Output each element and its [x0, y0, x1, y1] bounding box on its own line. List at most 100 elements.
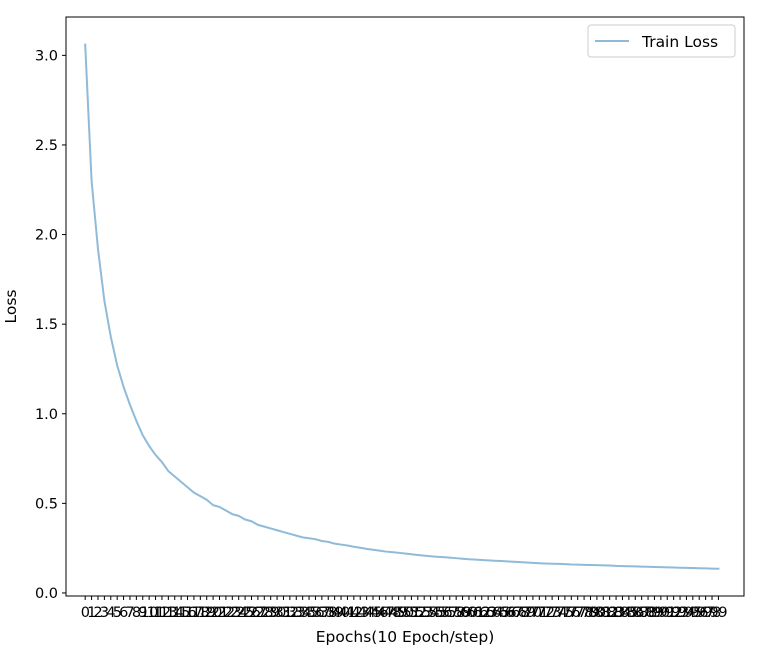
x-tick-label: 84: [614, 605, 632, 621]
x-tick-label: 46: [371, 605, 389, 621]
axes-frame: [65, 16, 745, 597]
x-tick-label: 58: [447, 605, 465, 621]
series-line-train-loss: [84, 43, 720, 570]
x-tick-label: 38: [319, 605, 337, 621]
x-tick-label: 36: [307, 605, 325, 621]
x-tick-label: 11: [147, 605, 165, 621]
x-tick-label: 60: [460, 605, 478, 621]
x-tick-label: 14: [166, 605, 184, 621]
x-tick-label: 37: [313, 605, 331, 621]
x-tick-label: 90: [652, 605, 670, 621]
x-tick-label: 6: [119, 605, 128, 621]
x-tick-label: 22: [217, 605, 235, 621]
x-axis: 0123456789101112131415161718192021222324…: [81, 596, 728, 621]
x-tick-label: 52: [409, 605, 427, 621]
x-tick-label: 95: [684, 605, 702, 621]
x-tick-label: 49: [390, 605, 408, 621]
x-tick-label: 1: [87, 605, 96, 621]
x-tick-label: 12: [153, 605, 171, 621]
x-tick-label: 18: [191, 605, 209, 621]
x-tick-label: 56: [434, 605, 452, 621]
x-tick-label: 45: [364, 605, 382, 621]
x-tick-label: 64: [486, 605, 504, 621]
x-tick-label: 79: [582, 605, 600, 621]
legend: Train Loss: [587, 24, 736, 58]
x-tick-label: 3: [100, 605, 109, 621]
x-tick-label: 96: [690, 605, 708, 621]
x-tick-label: 85: [620, 605, 638, 621]
x-tick-label: 93: [671, 605, 689, 621]
x-tick-label: 31: [275, 605, 293, 621]
x-tick-label: 76: [562, 605, 580, 621]
x-tick-label: 69: [518, 605, 536, 621]
x-tick-label: 78: [575, 605, 593, 621]
x-tick-label: 61: [466, 605, 484, 621]
x-tick-label: 42: [345, 605, 363, 621]
x-tick-label: 40: [332, 605, 350, 621]
x-tick-label: 39: [326, 605, 344, 621]
x-tick-label: 26: [243, 605, 261, 621]
x-tick-label: 63: [479, 605, 497, 621]
x-tick-label: 48: [383, 605, 401, 621]
x-tick-label: 73: [543, 605, 561, 621]
y-tick-label: 1.0: [35, 407, 58, 423]
y-tick-label: 2.5: [35, 138, 58, 154]
x-tick-label: 83: [607, 605, 625, 621]
x-tick-label: 17: [185, 605, 203, 621]
x-tick-label: 32: [281, 605, 299, 621]
x-tick-label: 66: [498, 605, 516, 621]
x-tick-label: 55: [428, 605, 446, 621]
plot-line-layer: [84, 43, 720, 570]
x-tick-label: 34: [294, 605, 312, 621]
x-tick-label: 21: [211, 605, 229, 621]
x-tick-label: 24: [230, 605, 248, 621]
x-tick-label: 7: [126, 605, 135, 621]
y-tick-label: 1.5: [35, 317, 58, 333]
x-tick-label: 74: [550, 605, 568, 621]
x-tick-label: 51: [403, 605, 421, 621]
x-tick-label: 35: [300, 605, 318, 621]
x-tick-label: 68: [511, 605, 529, 621]
x-tick-label: 10: [140, 605, 158, 621]
x-tick-label: 82: [601, 605, 619, 621]
y-tick-label: 0.5: [35, 496, 58, 512]
y-axis-label: Loss: [2, 290, 20, 324]
x-tick-label: 16: [179, 605, 197, 621]
x-tick-label: 47: [377, 605, 395, 621]
x-tick-label: 62: [473, 605, 491, 621]
x-tick-label: 44: [358, 605, 376, 621]
x-tick-label: 2: [94, 605, 103, 621]
x-tick-label: 75: [556, 605, 574, 621]
x-tick-label: 25: [236, 605, 254, 621]
x-tick-label: 87: [633, 605, 651, 621]
x-tick-label: 54: [422, 605, 440, 621]
x-tick-label: 91: [658, 605, 676, 621]
x-tick-label: 33: [287, 605, 305, 621]
x-tick-label: 19: [198, 605, 216, 621]
legend-box: [587, 24, 736, 58]
x-tick-label: 4: [106, 605, 115, 621]
x-tick-label: 0: [81, 605, 90, 621]
x-tick-label: 53: [415, 605, 433, 621]
x-tick-label: 81: [594, 605, 612, 621]
x-tick-label: 67: [505, 605, 523, 621]
x-tick-label: 23: [223, 605, 241, 621]
x-tick-label: 43: [351, 605, 369, 621]
x-tick-label: 27: [249, 605, 267, 621]
legend-label-train-loss: Train Loss: [641, 33, 718, 51]
x-tick-label: 70: [524, 605, 542, 621]
y-tick-label: 3.0: [35, 48, 58, 64]
x-tick-label: 86: [626, 605, 644, 621]
x-tick-label: 57: [441, 605, 459, 621]
x-tick-label: 65: [492, 605, 510, 621]
x-tick-label: 72: [537, 605, 555, 621]
y-tick-label: 2.0: [35, 228, 58, 244]
y-tick-label: 0.0: [35, 586, 58, 602]
x-tick-label: 41: [339, 605, 357, 621]
x-tick-label: 50: [396, 605, 414, 621]
x-tick-label: 29: [262, 605, 280, 621]
x-tick-label: 13: [159, 605, 177, 621]
x-tick-label: 15: [172, 605, 190, 621]
x-tick-label: 8: [132, 605, 141, 621]
x-tick-label: 77: [569, 605, 587, 621]
